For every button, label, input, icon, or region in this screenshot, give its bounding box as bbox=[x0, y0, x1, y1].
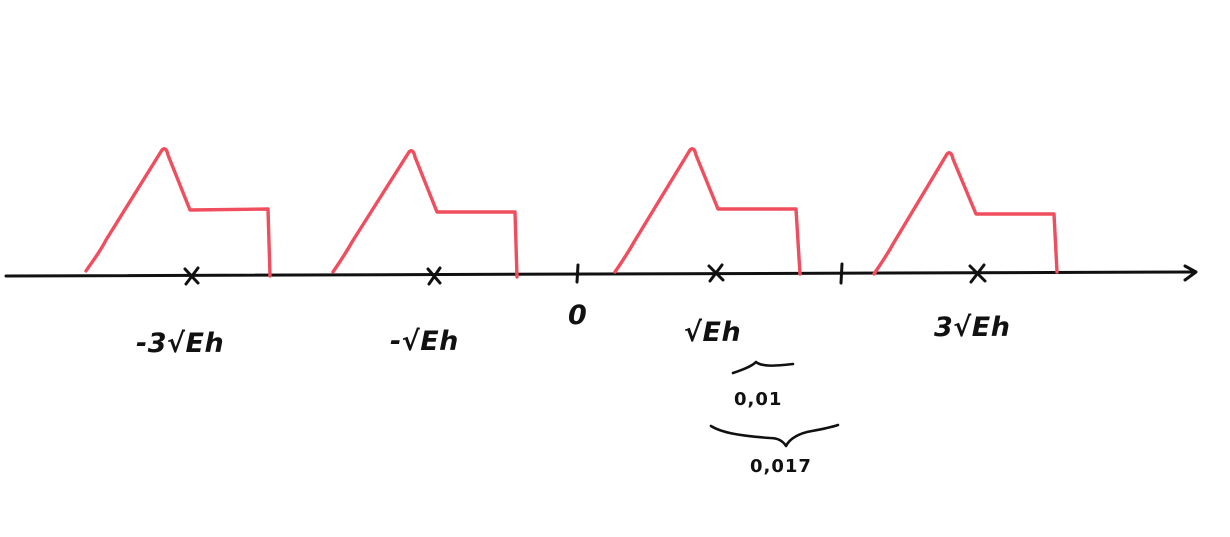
tick-between bbox=[839, 262, 844, 285]
pulse-shapes bbox=[84, 147, 1059, 279]
pulse-shape-3 bbox=[613, 147, 802, 276]
cross-marker-4 bbox=[968, 263, 987, 284]
label-three-sqrt-eh: 3√Eh bbox=[934, 312, 1010, 343]
axis-labels: 0 -3√Eh -√Eh √Eh 3√Eh bbox=[136, 300, 1010, 359]
axis-line bbox=[4, 270, 1197, 278]
brace-large bbox=[709, 423, 840, 448]
axis-arrowhead bbox=[1183, 264, 1198, 282]
tick-zero bbox=[575, 263, 580, 284]
width-label-small: 0,01 bbox=[734, 389, 782, 410]
width-label-large: 0,017 bbox=[750, 456, 812, 477]
cross-marker-2 bbox=[426, 266, 442, 286]
label-sqrt-eh: √Eh bbox=[684, 317, 741, 348]
pulse-shape-1 bbox=[84, 147, 272, 278]
label-minus-three-sqrt-eh: -3√Eh bbox=[136, 328, 224, 359]
cross-marker-3 bbox=[707, 263, 725, 283]
pulse-shape-4 bbox=[872, 151, 1059, 276]
label-zero: 0 bbox=[568, 300, 587, 331]
x-axis bbox=[4, 264, 1198, 282]
width-annotations: 0,01 0,017 bbox=[709, 360, 840, 477]
axis-ticks bbox=[575, 262, 844, 285]
label-minus-sqrt-eh: -√Eh bbox=[390, 326, 459, 357]
center-markers bbox=[183, 263, 987, 286]
brace-small bbox=[731, 360, 795, 375]
pulse-shape-2 bbox=[331, 149, 519, 279]
cross-marker-1 bbox=[183, 266, 200, 286]
